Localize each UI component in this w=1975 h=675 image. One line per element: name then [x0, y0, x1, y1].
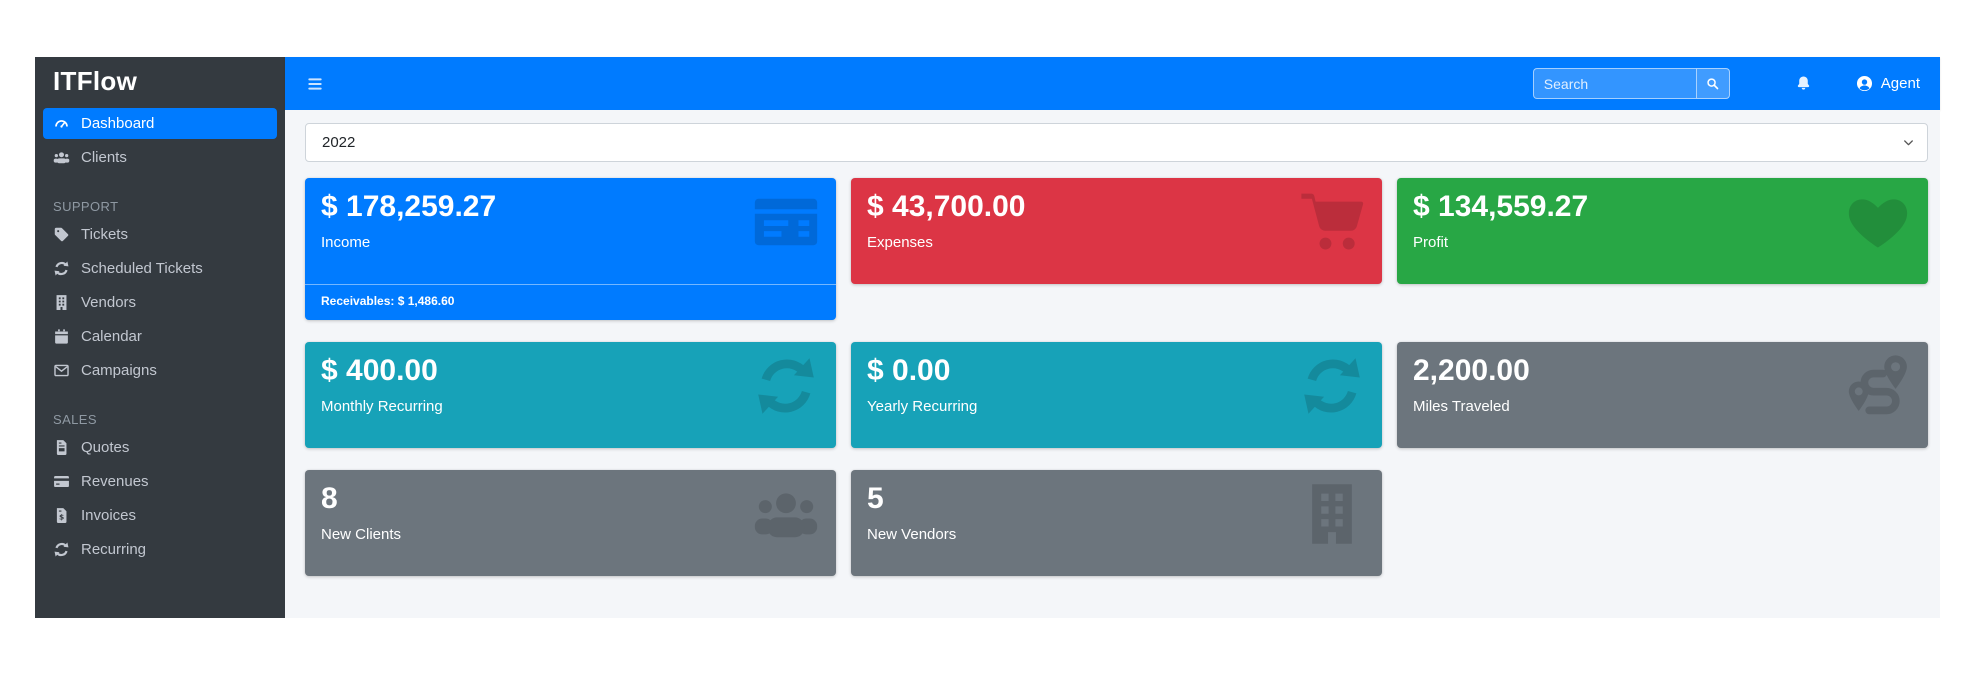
- building-icon: [1298, 480, 1366, 548]
- card-body: $ 400.00 Monthly Recurring: [305, 342, 836, 448]
- card-body: $ 0.00 Yearly Recurring: [851, 342, 1382, 448]
- sidebar-item-label: Tickets: [81, 226, 128, 243]
- sidebar-item-label: Revenues: [81, 473, 149, 490]
- sidebar-nav: Dashboard Clients SUPPORT Tickets Schedu…: [35, 102, 285, 565]
- users-icon: [752, 480, 820, 548]
- sidebar-item-campaigns[interactable]: Campaigns: [43, 355, 277, 386]
- sidebar-item-quotes[interactable]: Quotes: [43, 432, 277, 463]
- sidebar-item-recurring[interactable]: Recurring: [43, 534, 277, 565]
- card-body: $ 43,700.00 Expenses: [851, 178, 1382, 284]
- tachometer-icon: [53, 115, 70, 132]
- sync-icon: [53, 260, 70, 277]
- sidebar-item-scheduled-tickets[interactable]: Scheduled Tickets: [43, 253, 277, 284]
- profit-card[interactable]: $ 134,559.27 Profit: [1397, 178, 1928, 284]
- sidebar-item-dashboard[interactable]: Dashboard: [43, 108, 277, 139]
- file-invoice-dollar-icon: $: [53, 507, 70, 524]
- sync-icon: [53, 541, 70, 558]
- tags-icon: [53, 226, 70, 243]
- heart-icon: [1844, 188, 1912, 256]
- card-label: Profit: [1413, 233, 1449, 251]
- expenses-card[interactable]: $ 43,700.00 Expenses: [851, 178, 1382, 284]
- card-label: Monthly Recurring: [321, 397, 443, 415]
- search-button[interactable]: [1695, 68, 1730, 99]
- stat-cards-grid: $ 178,259.27 Income Receivables: $ 1,486…: [305, 178, 1928, 576]
- sidebar-item-label: Invoices: [81, 507, 137, 524]
- bars-icon[interactable]: [305, 74, 325, 94]
- user-circle-icon: [1855, 74, 1874, 93]
- top-navbar: Agent: [285, 57, 1940, 110]
- new-vendors-card[interactable]: 5 New Vendors: [851, 470, 1382, 576]
- card-label: Miles Traveled: [1413, 397, 1510, 415]
- card-label: New Vendors: [867, 525, 957, 543]
- sidebar-item-tickets[interactable]: Tickets: [43, 219, 277, 250]
- search-input[interactable]: [1532, 68, 1696, 99]
- sidebar-item-label: Quotes: [81, 439, 130, 456]
- building-icon: [53, 294, 70, 311]
- sidebar-item-clients[interactable]: Clients: [43, 142, 277, 173]
- sidebar: ITFlow Dashboard Clients SUPPORT Tickets: [35, 57, 285, 618]
- receivables-footer-link[interactable]: Receivables: $ 1,486.60: [321, 294, 455, 308]
- card-label: New Clients: [321, 525, 402, 543]
- year-select[interactable]: 2022: [305, 123, 1928, 162]
- sidebar-section-header-sales: SALES: [53, 412, 97, 427]
- card-body: $ 134,559.27 Profit: [1397, 178, 1928, 284]
- card-body: 2,200.00 Miles Traveled: [1397, 342, 1928, 448]
- shopping-cart-icon: [1298, 188, 1366, 256]
- card-label: Income: [321, 233, 371, 251]
- card-value: $ 134,559.27: [1413, 190, 1589, 223]
- sidebar-item-calendar[interactable]: Calendar: [43, 321, 277, 352]
- users-icon: [53, 149, 70, 166]
- yearly-recurring-card[interactable]: $ 0.00 Yearly Recurring: [851, 342, 1382, 448]
- card-body: 5 New Vendors: [851, 470, 1382, 576]
- main-column: Agent 2022 $ 178,259.27 Income: [285, 57, 1940, 618]
- sidebar-item-label: Scheduled Tickets: [81, 260, 203, 277]
- card-value: $ 0.00: [867, 354, 951, 387]
- card-body: 8 New Clients: [305, 470, 836, 576]
- credit-card-icon: [53, 473, 70, 490]
- sync-icon: [752, 352, 820, 420]
- app-window: ITFlow Dashboard Clients SUPPORT Tickets: [35, 57, 1940, 618]
- sidebar-item-label: Calendar: [81, 328, 142, 345]
- miles-traveled-card[interactable]: 2,200.00 Miles Traveled: [1397, 342, 1928, 448]
- card-body: $ 178,259.27 Income: [305, 178, 836, 284]
- card-value: 5: [867, 482, 884, 515]
- bell-icon[interactable]: [1794, 74, 1813, 93]
- sidebar-section-header-support: SUPPORT: [53, 199, 119, 214]
- brand-logo[interactable]: ITFlow: [53, 66, 138, 96]
- navbar-search: [1532, 68, 1730, 99]
- file-invoice-icon: [53, 439, 70, 456]
- user-menu-label: Agent: [1880, 75, 1920, 92]
- card-label: Expenses: [867, 233, 933, 251]
- card-value: 2,200.00: [1413, 354, 1530, 387]
- year-select-wrap: 2022: [305, 123, 1928, 162]
- route-icon: [1844, 352, 1912, 420]
- card-value: 8: [321, 482, 338, 515]
- income-card[interactable]: $ 178,259.27 Income Receivables: $ 1,486…: [305, 178, 836, 320]
- svg-text:$: $: [59, 512, 64, 521]
- user-menu[interactable]: Agent: [1855, 74, 1920, 93]
- main-content: 2022 $ 178,259.27 Income Receivables: $ …: [285, 110, 1940, 618]
- sidebar-item-label: Dashboard: [81, 115, 155, 132]
- sidebar-item-invoices[interactable]: $ Invoices: [43, 500, 277, 531]
- new-clients-card[interactable]: 8 New Clients: [305, 470, 836, 576]
- sidebar-item-label: Clients: [81, 149, 127, 166]
- sidebar-item-vendors[interactable]: Vendors: [43, 287, 277, 318]
- sidebar-item-label: Vendors: [81, 294, 137, 311]
- sidebar-item-label: Recurring: [81, 541, 147, 558]
- search-icon: [1705, 76, 1720, 91]
- card-value: $ 43,700.00: [867, 190, 1026, 223]
- card-label: Yearly Recurring: [867, 397, 978, 415]
- list-alt-icon: [752, 188, 820, 256]
- envelope-icon: [53, 362, 70, 379]
- sidebar-item-revenues[interactable]: Revenues: [43, 466, 277, 497]
- card-value: $ 400.00: [321, 354, 438, 387]
- sync-icon: [1298, 352, 1366, 420]
- calendar-icon: [53, 328, 70, 345]
- card-value: $ 178,259.27: [321, 190, 497, 223]
- monthly-recurring-card[interactable]: $ 400.00 Monthly Recurring: [305, 342, 836, 448]
- sidebar-item-label: Campaigns: [81, 362, 157, 379]
- card-divider: [305, 284, 836, 285]
